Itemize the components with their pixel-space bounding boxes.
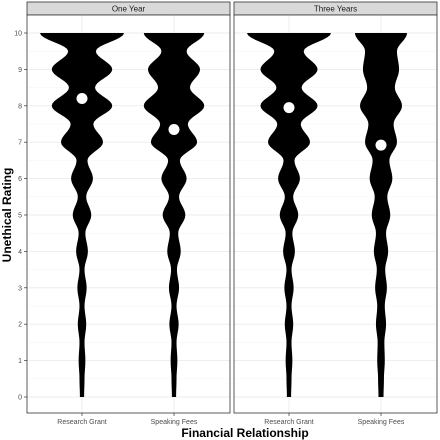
facet-strip-label: One Year <box>112 5 146 14</box>
panel-background <box>234 15 437 413</box>
y-tick-label: 7 <box>18 140 22 147</box>
y-tick-label: 8 <box>18 103 22 110</box>
facet-panel: Three Years Research Grant Speaking Fees <box>233 1 438 426</box>
y-tick-label: 6 <box>18 176 22 183</box>
violin-shape <box>354 33 408 397</box>
x-tick-label: Research Grant <box>57 419 106 426</box>
panel-border <box>233 14 438 414</box>
facet-panel: One Year Research Grant Speaking Fees <box>26 1 231 426</box>
facet-strip-label: Three Years <box>314 5 357 14</box>
y-tick-label: 2 <box>18 322 22 329</box>
y-axis-title: Unethical Rating <box>0 168 14 263</box>
y-tick-label: 1 <box>18 358 22 365</box>
violin-shape <box>247 33 331 397</box>
y-tick-label: 10 <box>14 31 22 38</box>
x-tick-label: Speaking Fees <box>358 419 405 426</box>
y-axis: 0 1 2 3 4 5 6 7 8 9 10 <box>14 31 27 402</box>
y-tick-label: 0 <box>18 395 22 402</box>
x-tick-label: Research Grant <box>264 419 313 426</box>
y-tick-label: 5 <box>18 213 22 220</box>
x-tick-label: Speaking Fees <box>151 419 198 426</box>
y-tick-label: 3 <box>18 285 22 292</box>
mean-point <box>168 123 180 135</box>
mean-point <box>283 102 295 114</box>
violin-shape <box>40 33 124 397</box>
y-tick-label: 4 <box>18 249 22 256</box>
panel-border <box>26 14 231 414</box>
x-axis-title: Financial Relationship <box>181 426 308 440</box>
panel-background <box>27 15 230 413</box>
mean-point <box>76 93 88 105</box>
y-tick-label: 9 <box>18 67 22 74</box>
violin-shape <box>143 33 205 397</box>
mean-point <box>375 139 387 151</box>
